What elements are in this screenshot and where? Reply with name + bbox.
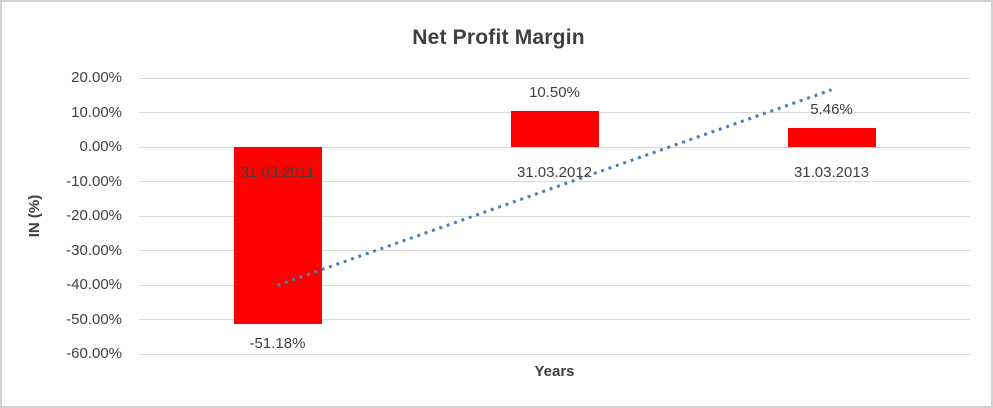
category-label: 31.03.2012: [516, 164, 593, 181]
data-label: -51.18%: [249, 334, 306, 352]
bar-31.03.2012: [510, 110, 599, 147]
data-label: 10.50%: [529, 83, 580, 101]
y-tick-label: -20.00%: [66, 207, 122, 224]
y-tick-label: -30.00%: [66, 241, 122, 259]
gridline: [139, 77, 970, 79]
bar-31.03.2013: [787, 128, 876, 147]
data-label: 5.46%: [810, 101, 853, 119]
category-label: 31.03.2011: [240, 164, 315, 181]
y-tick-label: -50.00%: [66, 310, 122, 328]
x-axis-title: Years: [534, 363, 575, 380]
chart-title: Net Profit Margin: [412, 26, 585, 49]
y-tick-label: 0.00%: [79, 138, 122, 155]
y-tick-label: 10.00%: [71, 103, 122, 121]
y-tick-label: -40.00%: [66, 276, 122, 293]
y-tick-label: -60.00%: [66, 345, 122, 362]
y-tick-label: -10.00%: [66, 172, 122, 190]
gridline: [139, 353, 970, 355]
gridline: [139, 319, 970, 320]
y-tick-label: 20.00%: [71, 69, 122, 86]
category-label: 31.03.2013: [793, 164, 870, 181]
